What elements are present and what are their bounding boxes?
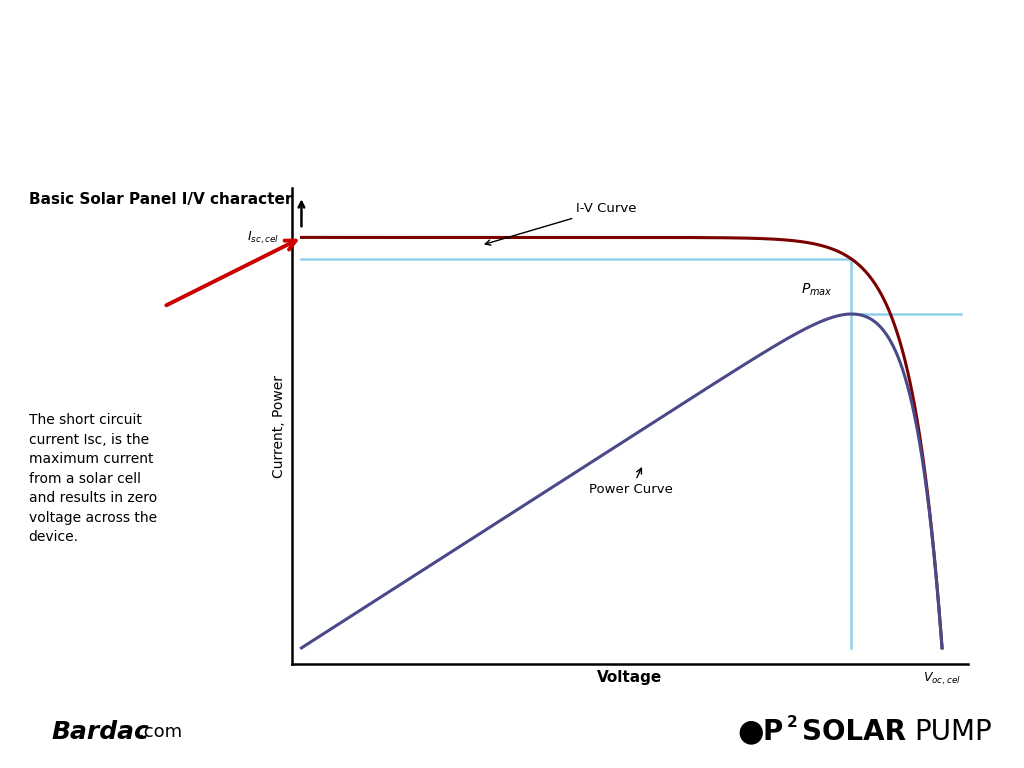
Text: PUMP: PUMP bbox=[914, 717, 992, 746]
Text: $V_{oc,cel}$: $V_{oc,cel}$ bbox=[924, 670, 961, 687]
X-axis label: Voltage: Voltage bbox=[597, 670, 663, 685]
Text: 2: 2 bbox=[786, 715, 797, 730]
Text: I-V Curve: I-V Curve bbox=[485, 202, 636, 245]
Y-axis label: Current, Power: Current, Power bbox=[272, 375, 287, 478]
Text: $I_{sc,cel}$: $I_{sc,cel}$ bbox=[247, 229, 279, 246]
Text: P: P bbox=[763, 717, 783, 746]
Text: The short circuit
current Isc, is the
maximum current
from a solar cell
and resu: The short circuit current Isc, is the ma… bbox=[29, 413, 157, 545]
Text: .com: .com bbox=[138, 723, 182, 740]
Text: Some new terms and technology to understand: Some new terms and technology to underst… bbox=[23, 45, 1024, 84]
Text: $P_{max}$: $P_{max}$ bbox=[801, 281, 833, 297]
Text: Basic Solar Panel I/V characteristics :: Basic Solar Panel I/V characteristics : bbox=[29, 191, 348, 207]
Text: Power Curve: Power Curve bbox=[589, 468, 673, 496]
Text: SOLAR: SOLAR bbox=[802, 717, 906, 746]
Text: Bardac: Bardac bbox=[51, 720, 150, 743]
Text: ●: ● bbox=[737, 717, 764, 746]
